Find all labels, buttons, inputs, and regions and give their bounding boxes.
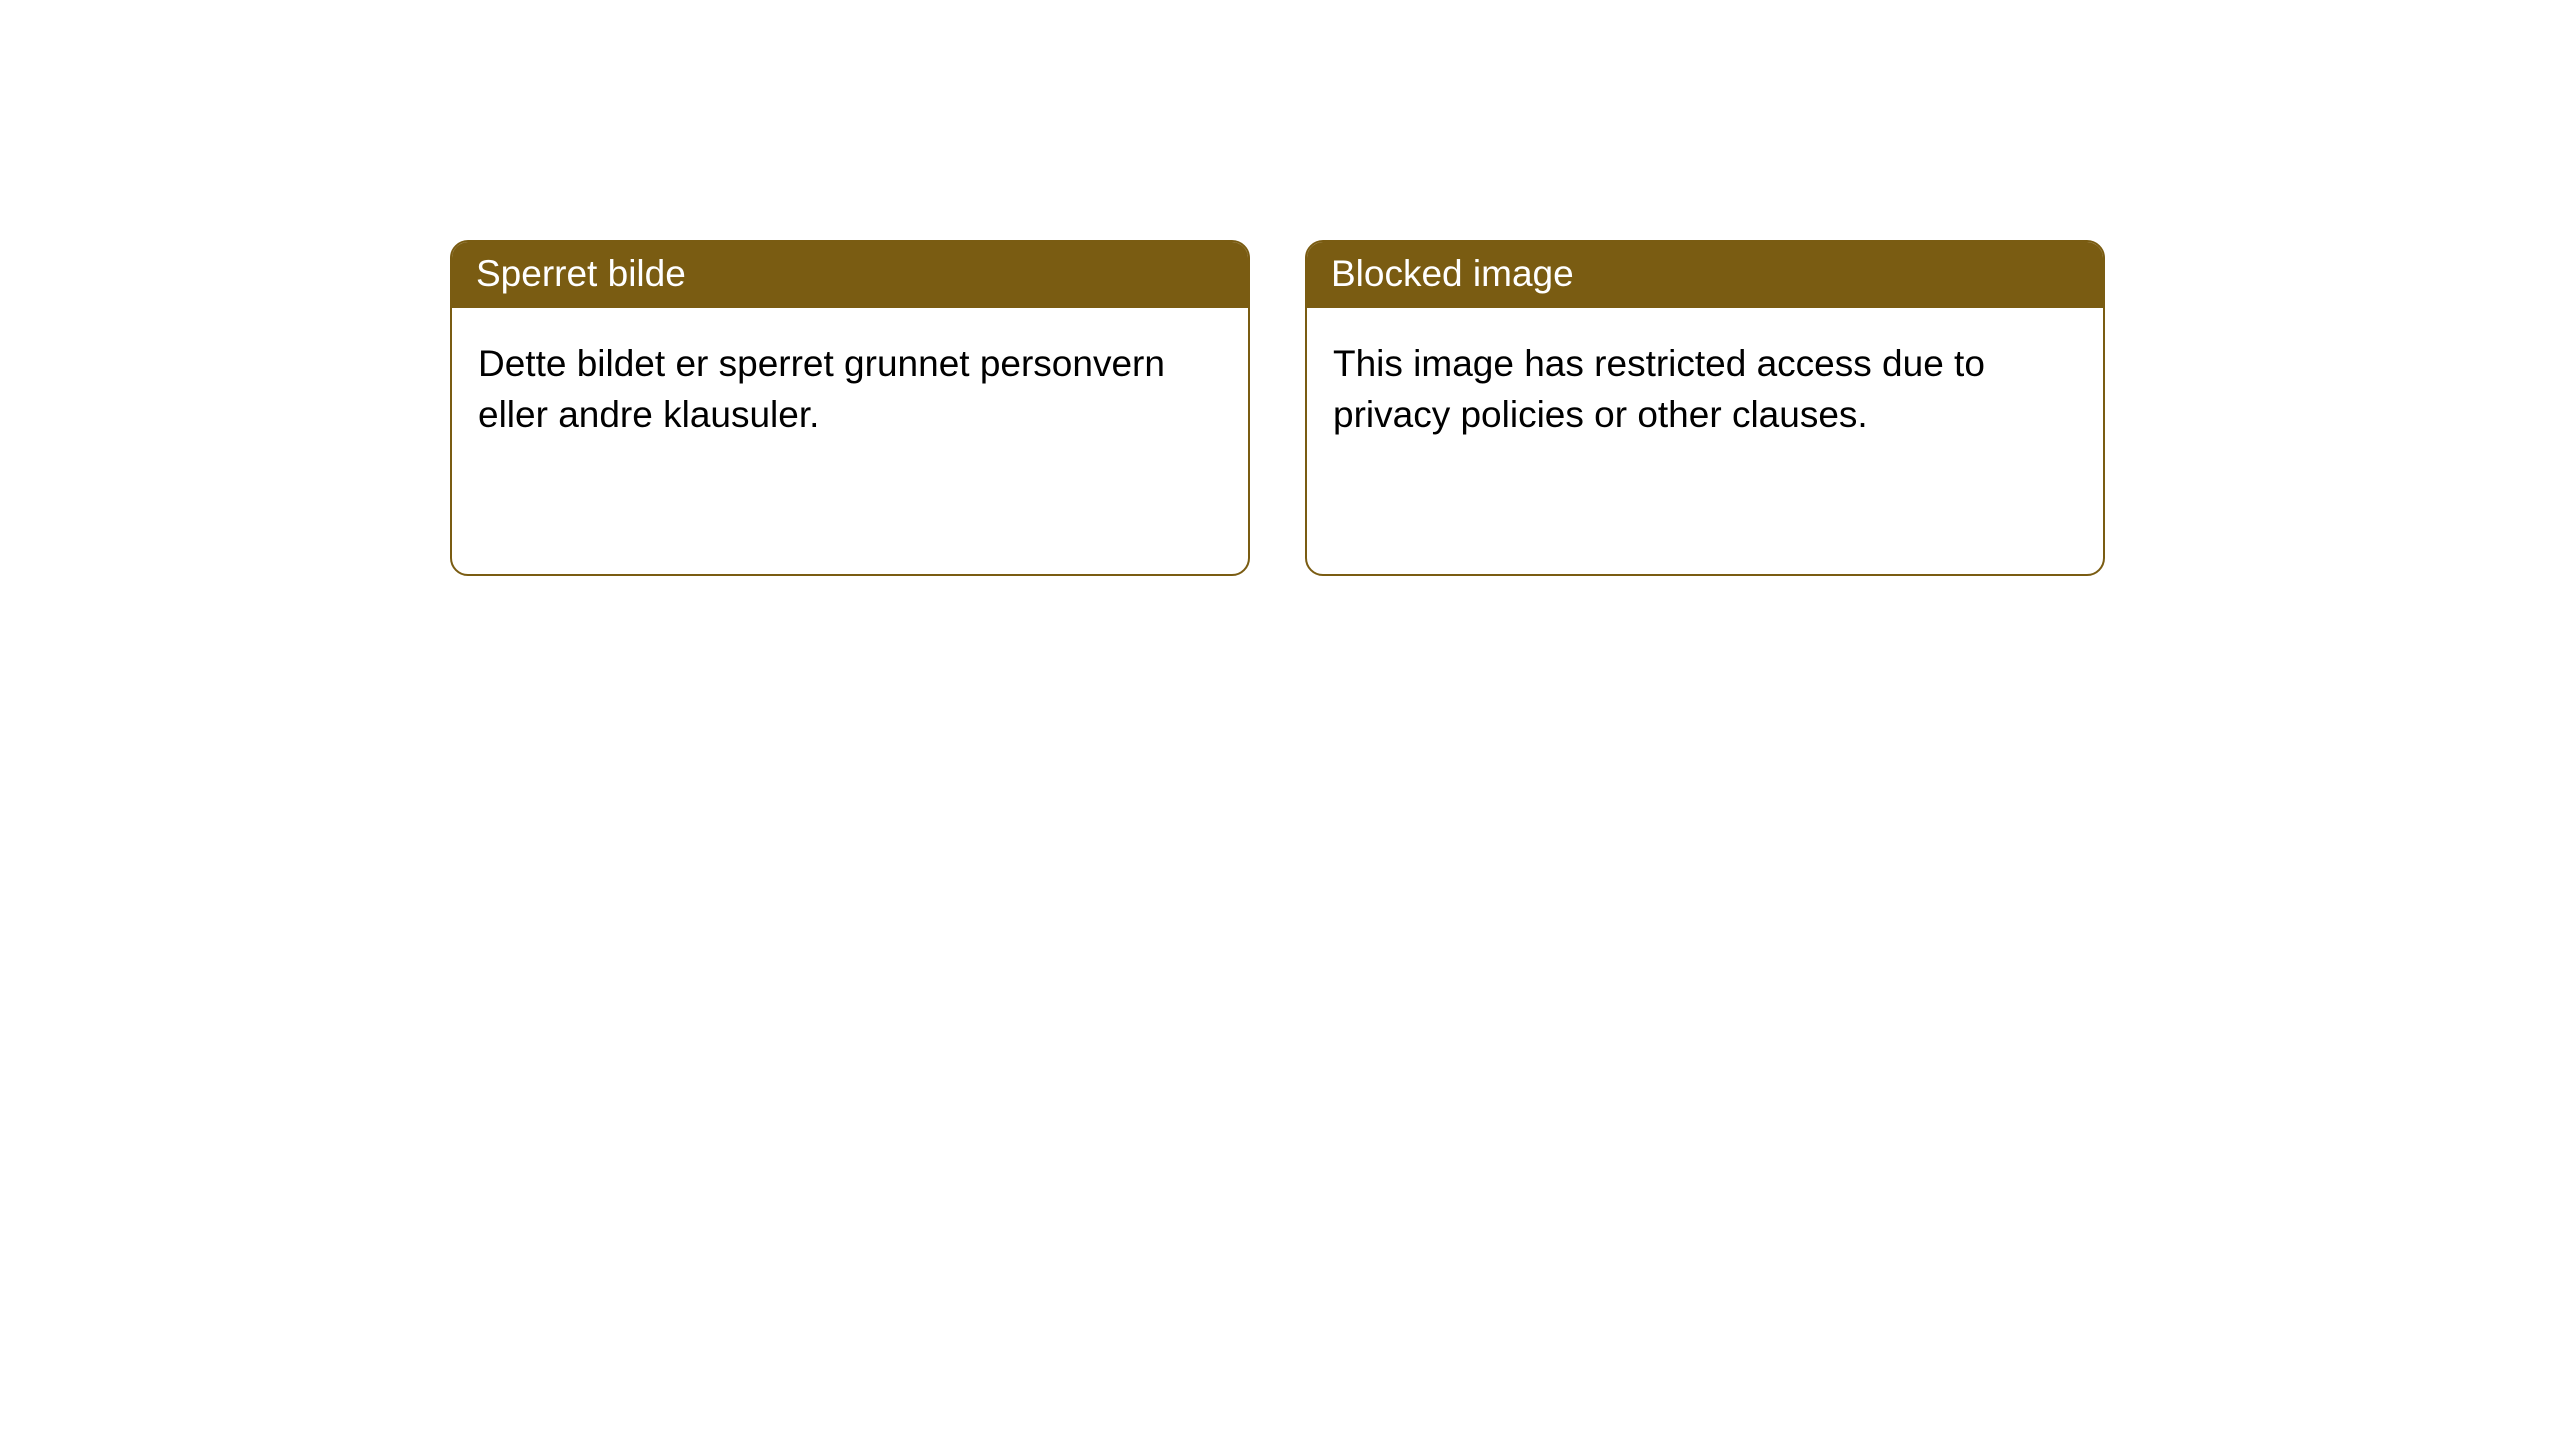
notice-card-english: Blocked image This image has restricted … — [1305, 240, 2105, 576]
notice-card-norwegian: Sperret bilde Dette bildet er sperret gr… — [450, 240, 1250, 576]
notice-title: Blocked image — [1307, 242, 2103, 308]
notice-title: Sperret bilde — [452, 242, 1248, 308]
notice-body: This image has restricted access due to … — [1307, 308, 2103, 470]
notice-body: Dette bildet er sperret grunnet personve… — [452, 308, 1248, 470]
notice-container: Sperret bilde Dette bildet er sperret gr… — [0, 0, 2560, 576]
